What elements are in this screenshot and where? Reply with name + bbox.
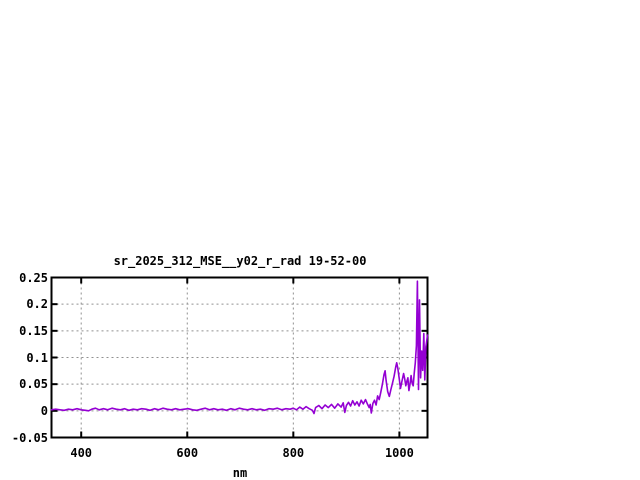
y-tick-label: 0.15 (19, 323, 48, 338)
y-tick-label: 0.2 (26, 297, 48, 312)
x-tick-label: 400 (70, 446, 93, 460)
x-axis-label: nm (232, 466, 248, 480)
chart-title: sr_2025_312_MSE__y02_r_rad 19-52-00 (113, 254, 367, 268)
y-tick-label: 0.1 (26, 350, 48, 365)
x-tick-label: 1000 (384, 446, 414, 460)
x-tick-label: 600 (176, 446, 199, 460)
y-tick-label: -0.05 (11, 430, 48, 445)
plot-border (50, 276, 429, 439)
y-tick-label: 0 (40, 403, 48, 418)
data-series-line (50, 280, 429, 415)
y-tick-label: 0.25 (19, 270, 48, 285)
y-tick-label: 0.05 (19, 377, 48, 392)
x-tick-label: 800 (282, 446, 305, 460)
